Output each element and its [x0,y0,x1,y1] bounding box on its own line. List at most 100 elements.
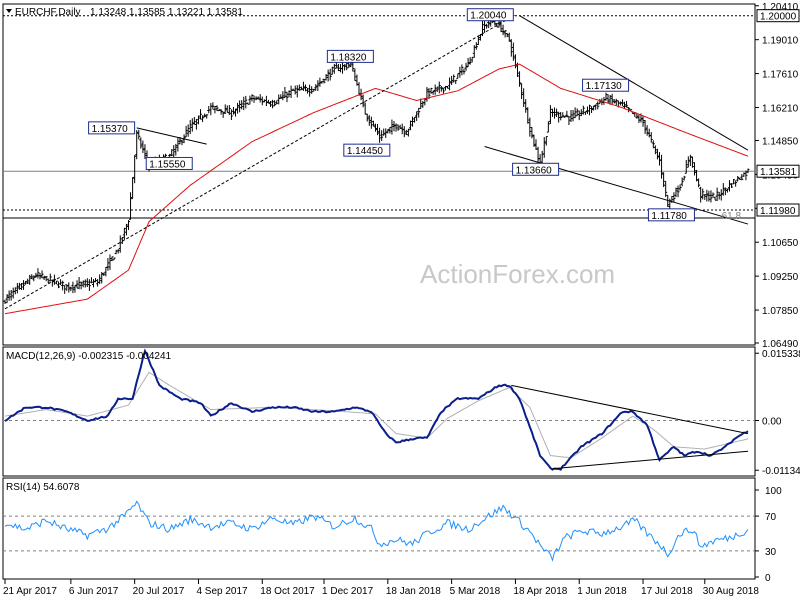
ohlc-bar[interactable] [79,281,83,290]
ohlc-bar[interactable] [446,86,450,89]
ohlc-bar[interactable] [441,87,445,94]
ohlc-bar[interactable] [9,290,13,301]
macd-trendline[interactable] [511,384,749,435]
ohlc-bar[interactable] [561,112,565,118]
ohlc-bar[interactable] [94,277,98,283]
ohlc-bar[interactable] [69,286,73,292]
price-trendline[interactable] [4,14,516,310]
ohlc-bar[interactable] [474,42,478,50]
ohlc-bar[interactable] [269,101,273,107]
ohlc-bar[interactable] [699,186,703,203]
ohlc-bar[interactable] [382,128,386,136]
ohlc-bar[interactable] [707,190,711,202]
price-annotation-box[interactable] [326,49,374,63]
ohlc-bar[interactable] [223,104,227,115]
ohlc-bar[interactable] [448,77,452,91]
ohlc-bar[interactable] [124,223,128,236]
ohlc-bar[interactable] [520,83,524,100]
ohlc-bar[interactable] [404,129,408,136]
ohlc-bar[interactable] [713,196,717,201]
ohlc-bar[interactable] [320,80,324,84]
ohlc-bar[interactable] [353,68,357,82]
ohlc-bar[interactable] [306,87,310,94]
ohlc-bar[interactable] [227,105,231,115]
ohlc-bar[interactable] [188,120,192,135]
ohlc-bar[interactable] [256,96,260,100]
ohlc-bar[interactable] [571,109,575,122]
moving-average-line[interactable] [4,63,749,315]
ohlc-bar[interactable] [373,123,377,132]
ohlc-bar[interactable] [555,108,559,118]
ohlc-bar[interactable] [250,94,254,102]
ohlc-bar[interactable] [281,91,285,101]
ohlc-bar[interactable] [219,109,223,115]
ohlc-bar[interactable] [744,170,748,181]
ohlc-bar[interactable] [398,124,402,130]
price-trendline[interactable] [484,146,749,225]
price-annotation-box[interactable] [512,162,560,176]
ohlc-bar[interactable] [217,109,221,112]
ohlc-bar[interactable] [450,75,454,85]
ohlc-bar[interactable] [470,56,474,63]
ohlc-bar[interactable] [365,113,369,122]
ohlc-bar[interactable] [528,117,532,137]
ohlc-bar[interactable] [380,130,384,142]
ohlc-bar[interactable] [170,149,174,157]
ohlc-bar[interactable] [394,123,398,132]
ohlc-bar[interactable] [143,144,147,160]
ohlc-bar[interactable] [221,111,225,118]
ohlc-bar[interactable] [63,284,67,294]
ohlc-bar[interactable] [310,86,314,94]
ohlc-bar[interactable] [746,168,750,174]
ohlc-bar[interactable] [415,111,419,121]
ohlc-bar[interactable] [581,105,585,115]
ohlc-bar[interactable] [314,84,318,91]
ohlc-bar[interactable] [184,125,188,138]
ohlc-bar[interactable] [676,185,680,198]
ohlc-bar[interactable] [73,285,77,293]
ohlc-bar[interactable] [371,120,375,127]
ohlc-bar[interactable] [715,187,719,202]
ohlc-bar[interactable] [384,128,388,138]
ohlc-bar[interactable] [588,104,592,116]
ohlc-bar[interactable] [26,278,30,284]
ohlc-bar[interactable] [437,81,441,94]
ohlc-bar[interactable] [312,88,316,92]
ohlc-bar[interactable] [5,294,9,304]
ohlc-bar[interactable] [7,290,11,301]
ohlc-bar[interactable] [248,95,252,105]
ohlc-bar[interactable] [579,109,583,117]
ohlc-bar[interactable] [19,282,23,291]
ohlc-bar[interactable] [279,94,283,99]
ohlc-bar[interactable] [137,129,141,140]
ohlc-bar[interactable] [408,120,412,131]
price-trendline[interactable] [519,15,749,151]
ohlc-bar[interactable] [122,227,126,240]
ohlc-bar[interactable] [423,98,427,106]
ohlc-bar[interactable] [553,107,557,119]
ohlc-bar[interactable] [110,256,114,262]
ohlc-bar[interactable] [322,78,326,84]
ohlc-bar[interactable] [378,127,382,143]
ohlc-bar[interactable] [431,90,435,95]
ohlc-bar[interactable] [273,100,277,107]
ohlc-bar[interactable] [592,105,596,111]
ohlc-bar[interactable] [590,106,594,114]
price-trendline[interactable] [136,127,207,145]
ohlc-bar[interactable] [674,187,678,198]
ohlc-bar[interactable] [277,94,281,105]
ohlc-bar[interactable] [548,105,552,125]
ohlc-bar[interactable] [435,86,439,93]
ohlc-bar[interactable] [92,279,96,288]
ohlc-bar[interactable] [287,90,291,98]
ohlc-bar[interactable] [40,270,44,279]
ohlc-bar[interactable] [406,128,410,137]
ohlc-bar[interactable] [98,274,102,285]
ohlc-bar[interactable] [411,116,415,127]
price-pane[interactable]: 1.204101.190101.176101.162101.148501.134… [3,2,800,350]
ohlc-bar[interactable] [67,282,71,293]
ohlc-bar[interactable] [509,39,513,57]
ohlc-bar[interactable] [328,68,332,81]
ohlc-bar[interactable] [376,123,380,136]
ohlc-bar[interactable] [563,115,567,118]
